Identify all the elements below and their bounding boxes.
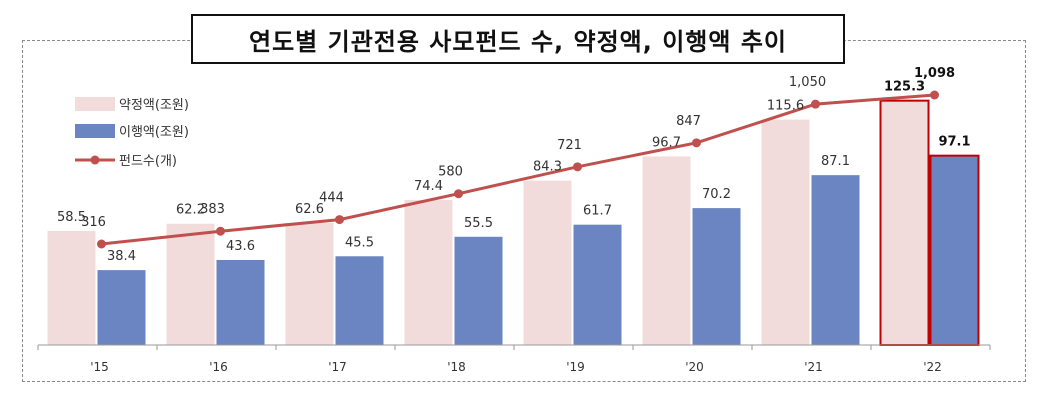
data-label-commitment: 96.7 [652,135,681,150]
bar-commitment [285,222,334,345]
bar-execution [573,224,622,345]
bar-execution [335,256,384,345]
line-point [930,90,939,100]
data-label-fund-count: 847 [676,114,701,129]
bar-commitment [761,119,810,345]
data-label-commitment: 125.3 [884,80,925,95]
legend-swatch-execution [75,124,115,138]
bar-commitment [642,156,691,345]
bar-execution [811,175,860,345]
bar-commitment [47,230,96,345]
x-tick-label: '22 [923,360,942,374]
data-label-fund-count: 721 [557,138,582,153]
x-tick-label: '18 [447,360,466,374]
data-label-fund-count: 383 [200,202,225,217]
x-tick-label: '16 [209,360,228,374]
bar-commitment [404,199,453,345]
data-label-execution: 87.1 [821,154,850,169]
data-label-fund-count: 1,098 [914,66,955,81]
bar-execution [692,208,741,345]
data-label-execution: 70.2 [702,187,731,202]
bar-commitment [879,99,930,347]
line-point [811,99,820,109]
data-label-execution: 97.1 [938,135,970,150]
x-tick-label: '19 [566,360,585,374]
x-tick-label: '17 [328,360,347,374]
line-point [692,138,701,148]
bar-commitment [166,223,215,345]
data-label-fund-count: 1,050 [789,75,826,90]
legend-swatch-commitment [75,97,115,111]
line-point [216,226,225,236]
data-label-fund-count: 316 [81,215,106,230]
data-label-commitment: 62.2 [176,203,205,218]
bar-execution [216,259,265,345]
legend: 약정액(조원) 이행액(조원) 펀드수(개) [75,97,189,169]
bars-layer [47,99,980,347]
data-label-commitment: 58.5 [57,210,86,225]
data-label-commitment: 84.3 [533,160,562,175]
bar-execution [97,270,146,345]
data-label-execution: 61.7 [583,204,612,219]
data-label-execution: 45.5 [345,235,374,250]
x-tick-label: '21 [804,360,823,374]
line-layer [97,90,939,249]
bar-execution [454,236,503,345]
data-label-fund-count: 444 [319,191,344,206]
legend-swatch-fund-count-point [90,155,100,165]
data-labels-layer: 58.5 38.4 62.2 43.6 62.6 45.5 74.4 55.5 84.3 61.7… [57,66,971,264]
legend-label-commitment: 약정액(조원) [119,98,189,113]
line-point [454,189,463,199]
chart-title: 연도별 기관전용 사모펀드 수, 약정액, 이행액 추이 [191,14,845,64]
legend-label-execution: 이행액(조원) [119,124,189,140]
x-tick-label: '15 [90,360,109,374]
data-label-commitment: 115.6 [767,99,804,114]
x-tick-label: '20 [685,360,704,374]
data-label-execution: 55.5 [464,216,493,231]
line-point [97,239,106,249]
line-point [335,215,344,225]
line-fund-count [101,93,935,246]
data-label-execution: 38.4 [107,249,136,264]
bar-execution [929,154,980,346]
bar-commitment [523,180,572,345]
data-label-commitment: 62.6 [295,202,324,217]
legend-label-fund-count: 펀드수(개) [119,154,177,169]
x-axis: '15 '16 '17 '18 '19 '20 '21 '22 [37,344,991,374]
data-label-commitment: 74.4 [414,179,443,194]
data-label-fund-count: 580 [438,165,463,180]
line-point [573,162,582,172]
data-label-execution: 43.6 [226,239,255,254]
